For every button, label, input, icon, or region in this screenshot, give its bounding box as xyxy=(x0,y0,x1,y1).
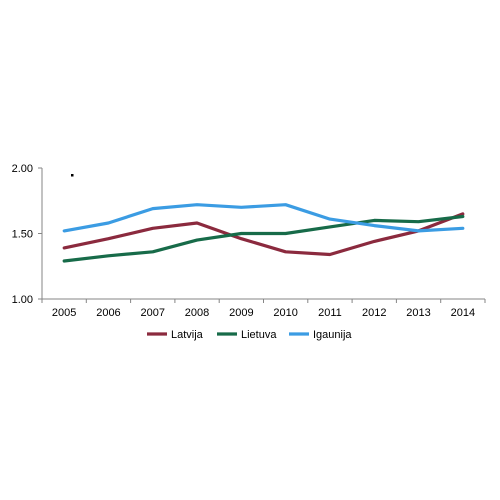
legend-label: Latvija xyxy=(171,329,204,341)
x-tick-label: 2008 xyxy=(185,307,209,319)
x-axis-ticks: 2005 2006 2007 2008 2009 2010 2011 2012 2013 2014 xyxy=(41,299,486,319)
stray-dot-mark xyxy=(71,174,74,177)
x-tick-label: 2006 xyxy=(96,307,120,319)
legend-label: Igaunija xyxy=(313,329,352,341)
legend-item: Igaunija xyxy=(289,329,352,341)
x-tick-label: 2012 xyxy=(362,307,386,319)
x-tick-label: 2009 xyxy=(229,307,253,319)
y-axis-ticks: 1.00 1.50 2.00 xyxy=(12,163,42,306)
x-tick-label: 2005 xyxy=(52,307,76,319)
x-tick-label: 2010 xyxy=(273,307,297,319)
legend-item: Latvija xyxy=(147,329,204,341)
y-tick-label: 2.00 xyxy=(12,163,33,175)
y-tick-label: 1.50 xyxy=(12,229,33,241)
legend-label: Lietuva xyxy=(241,329,277,341)
series-line-latvija xyxy=(62,212,465,257)
series-line-igaunija xyxy=(62,203,465,233)
legend: Latvija Lietuva Igaunija xyxy=(147,329,352,341)
legend-item: Lietuva xyxy=(217,329,277,341)
series-lines xyxy=(62,203,465,263)
x-tick-label: 2014 xyxy=(451,307,475,319)
series-line-lietuva xyxy=(62,214,465,263)
y-tick-label: 1.00 xyxy=(12,294,33,306)
x-tick-label: 2007 xyxy=(141,307,165,319)
x-tick-label: 2011 xyxy=(318,307,342,319)
x-tick-label: 2013 xyxy=(406,307,430,319)
